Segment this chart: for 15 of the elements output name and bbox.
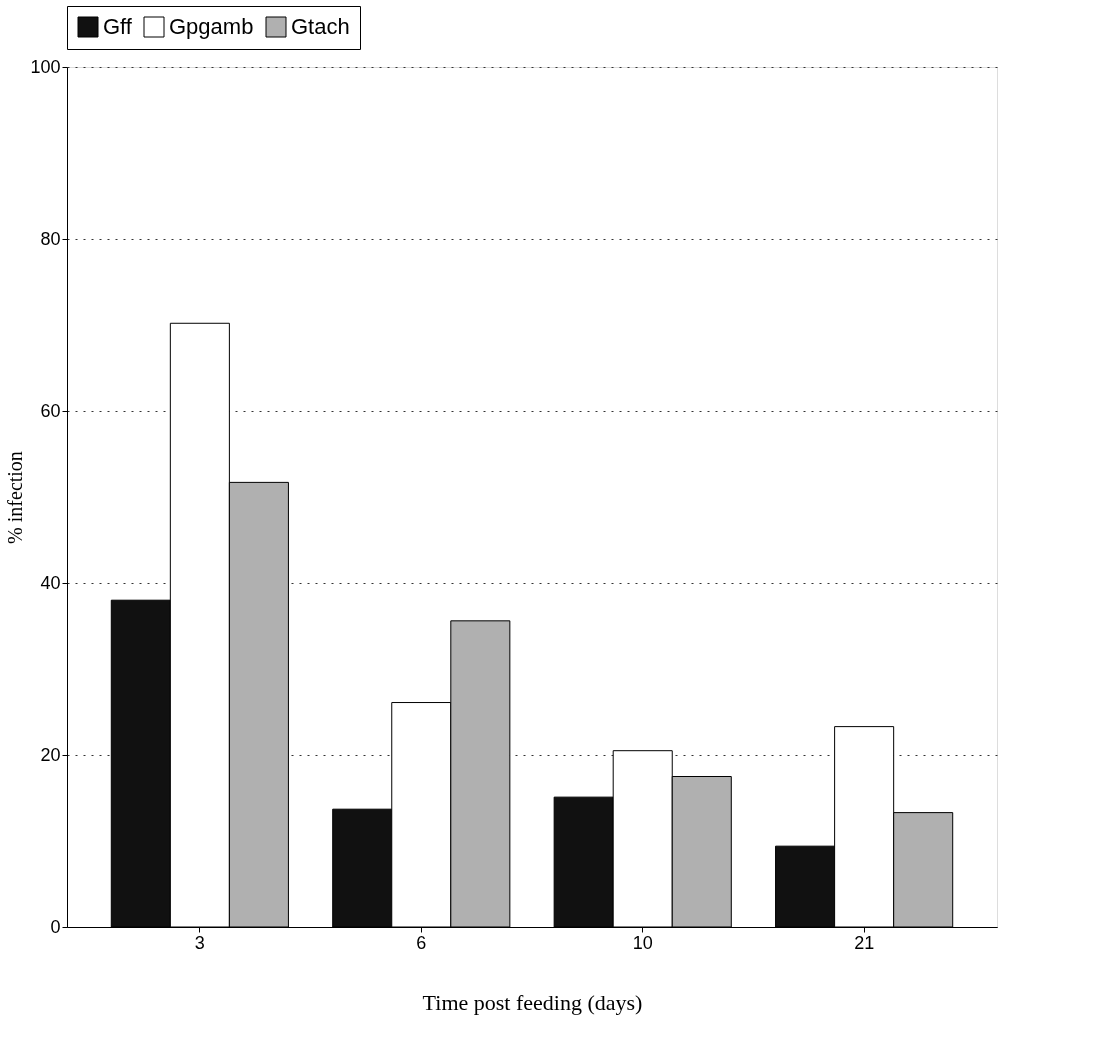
- x-tick-label: 3: [194, 932, 205, 953]
- x-tick-label: 10: [632, 932, 653, 953]
- legend-label: Gpgamb: [169, 14, 254, 39]
- x-tick-label: 21: [854, 932, 875, 953]
- legend-label: Gff: [103, 14, 133, 39]
- x-axis-title: Time post feeding (days): [422, 989, 643, 1015]
- y-tick-label: 100: [30, 56, 61, 77]
- y-tick-label: 40: [40, 572, 61, 593]
- y-tick-label: 80: [40, 228, 61, 249]
- y-tick-label: 20: [40, 744, 61, 765]
- y-axis-title: % infection: [4, 451, 27, 544]
- x-tick-label: 6: [416, 932, 427, 953]
- legend-label: Gtach: [291, 14, 350, 39]
- y-tick-label: 60: [40, 400, 61, 421]
- y-tick-label: 0: [50, 916, 61, 937]
